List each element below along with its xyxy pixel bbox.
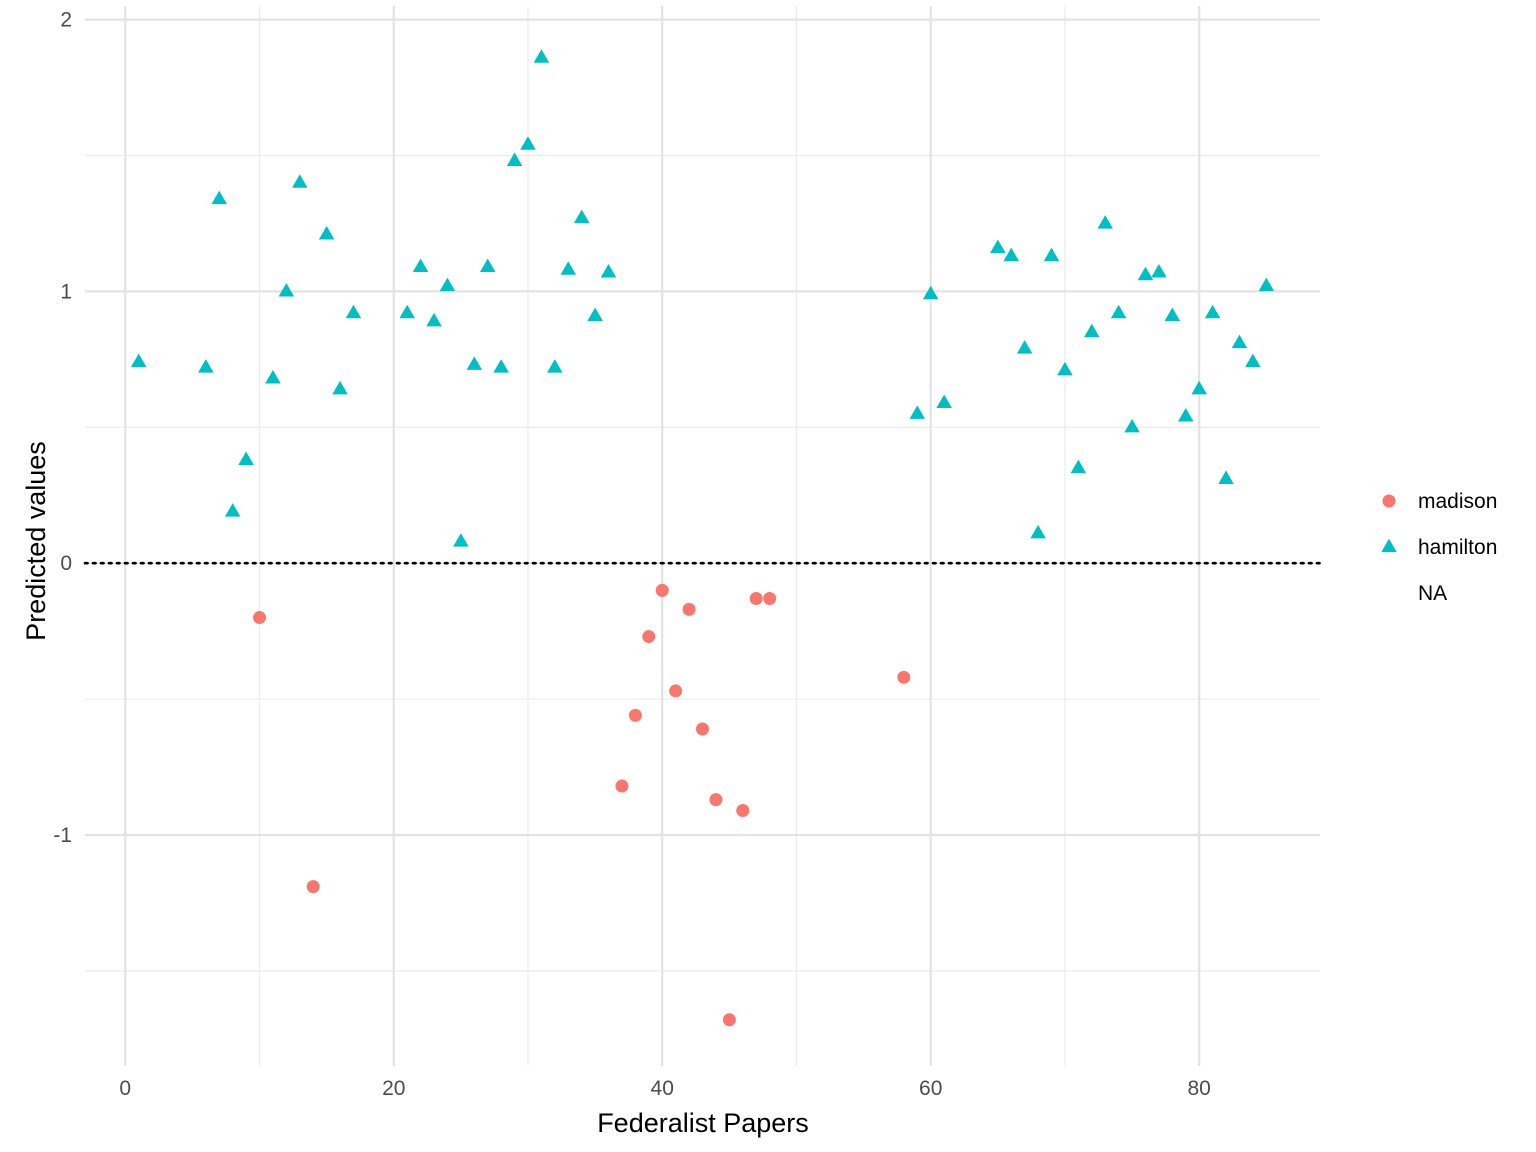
hamilton-point	[466, 356, 483, 370]
hamilton-point	[1218, 470, 1234, 485]
x-tick-label: 0	[119, 1077, 131, 1100]
madison-point	[722, 1013, 736, 1027]
y-tick-label: 1	[60, 280, 72, 303]
madison-point	[709, 793, 723, 807]
y-tick-label: 2	[60, 9, 72, 32]
hamilton-point	[1151, 263, 1167, 278]
legend-label-madison: madison	[1418, 490, 1497, 513]
hamilton-point	[479, 258, 496, 273]
minor-gridlines	[85, 6, 1320, 1066]
madison-point	[696, 722, 709, 736]
hamilton-point	[1097, 215, 1113, 229]
x-axis-tick-labels: 0 20 40 60 80	[119, 1077, 1210, 1100]
hamilton-point	[1258, 277, 1275, 292]
hamilton-point	[493, 359, 509, 373]
hamilton-point	[399, 304, 415, 319]
hamilton-point	[426, 312, 442, 327]
data-points	[130, 49, 1275, 1027]
hamilton-point	[1204, 304, 1221, 319]
hamilton-point	[922, 285, 939, 300]
madison-point	[642, 630, 656, 644]
hamilton-point	[1178, 408, 1194, 422]
y-tick-label: 0	[60, 552, 72, 575]
madison-point	[682, 602, 696, 616]
hamilton-point	[1110, 304, 1127, 319]
x-axis-title: Federalist Papers	[597, 1108, 809, 1138]
x-tick-label: 40	[651, 1077, 674, 1100]
hamilton-point	[453, 533, 469, 547]
madison-point	[628, 708, 642, 722]
y-axis-tick-labels: -1 0 1 2	[53, 9, 72, 847]
hamilton-point	[990, 239, 1006, 254]
hamilton-point	[1231, 334, 1248, 349]
hamilton-point	[1164, 307, 1181, 321]
hamilton-point	[936, 394, 952, 408]
hamilton-point	[318, 225, 335, 240]
hamilton-point	[1057, 361, 1073, 376]
hamilton-point	[547, 359, 563, 373]
legend-key-madison	[1382, 494, 1396, 508]
legend-key-hamilton	[1381, 538, 1397, 553]
major-gridlines	[85, 6, 1320, 1066]
hamilton-point	[1070, 459, 1087, 474]
hamilton-point	[1124, 418, 1140, 433]
x-tick-label: 20	[382, 1077, 405, 1100]
madison-point	[253, 611, 267, 625]
hamilton-point	[345, 304, 362, 319]
madison-point	[306, 880, 320, 894]
x-tick-label: 80	[1188, 1077, 1211, 1100]
madison-point	[615, 779, 629, 793]
hamilton-point	[520, 136, 536, 150]
hamilton-point	[130, 353, 147, 368]
hamilton-point	[1030, 524, 1046, 539]
legend-label-NA: NA	[1418, 582, 1447, 605]
hamilton-point	[1191, 380, 1207, 395]
hamilton-point	[1245, 353, 1261, 368]
hamilton-point	[198, 359, 214, 373]
hamilton-point	[587, 307, 603, 321]
hamilton-point	[909, 405, 926, 419]
hamilton-point	[533, 49, 550, 63]
hamilton-point	[265, 369, 281, 384]
y-axis-title: Predicted values	[21, 441, 51, 641]
hamilton-point	[238, 451, 254, 466]
hamilton-point	[211, 190, 227, 205]
hamilton-point	[1043, 247, 1060, 262]
y-tick-label: -1	[53, 824, 72, 847]
madison-point	[736, 804, 750, 818]
hamilton-point	[1084, 323, 1100, 338]
hamilton-point	[560, 261, 577, 275]
hamilton-point	[412, 258, 429, 273]
hamilton-point	[332, 380, 348, 395]
legend-label-hamilton: hamilton	[1418, 536, 1497, 559]
hamilton-point	[600, 263, 617, 278]
hamilton-point	[292, 174, 308, 188]
madison-point	[749, 592, 763, 606]
madison-point	[763, 592, 777, 606]
legend: madison hamilton NA	[1381, 490, 1497, 605]
hamilton-point	[278, 283, 295, 297]
madison-point	[897, 670, 911, 684]
x-tick-label: 60	[919, 1077, 942, 1100]
hamilton-point	[1137, 266, 1154, 281]
madison-point	[655, 583, 669, 597]
hamilton-point	[1016, 340, 1033, 354]
hamilton-point	[224, 503, 241, 517]
hamilton-point	[573, 209, 590, 224]
hamilton-point	[1003, 247, 1019, 262]
hamilton-point	[506, 152, 523, 167]
madison-point	[669, 684, 683, 698]
hamilton-point	[439, 277, 456, 292]
